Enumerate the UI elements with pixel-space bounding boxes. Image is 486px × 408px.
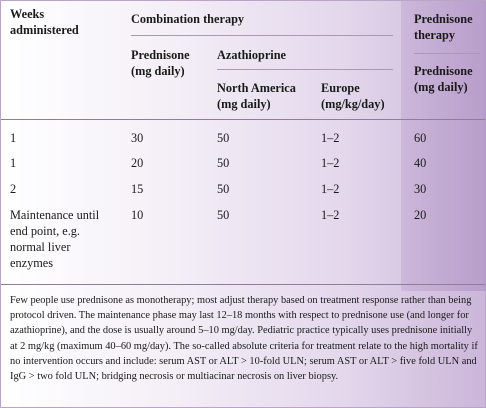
cell-north-america: 50	[217, 156, 230, 170]
header-mono-prednisone-line1: Prednisone	[414, 64, 473, 78]
header-prednisone-therapy-line1: Prednisone	[414, 12, 473, 26]
cell-europe: 1–2	[321, 131, 340, 145]
rule-table-bottom	[1, 284, 485, 285]
cell-weeks: 2	[10, 182, 17, 196]
cell-combo-prednisone: 30	[131, 131, 144, 145]
rule-under-combination	[131, 35, 393, 36]
cell-weeks-line4: enzymes	[10, 256, 54, 270]
rule-header-bottom	[1, 119, 485, 120]
cell-weeks-line2: end point, e.g.	[10, 224, 81, 238]
cell-mono-prednisone: 60	[414, 131, 427, 145]
cell-north-america: 50	[217, 131, 230, 145]
table-footnote: Few people use prednisone as monotherapy…	[10, 293, 480, 384]
rule-under-prednisone-therapy	[414, 53, 480, 54]
cell-combo-prednisone: 20	[131, 156, 144, 170]
cell-weeks-line1: Maintenance until	[10, 208, 100, 222]
cell-europe: 1–2	[321, 208, 340, 222]
header-combo-prednisone-line2: (mg daily)	[131, 64, 185, 78]
header-weeks-line1: Weeks	[10, 7, 45, 21]
header-combo-prednisone-line1: Prednisone	[131, 48, 190, 62]
cell-mono-prednisone: 30	[414, 182, 427, 196]
cell-weeks-line3: normal liver	[10, 240, 71, 254]
header-azathioprine: Azathioprine	[217, 48, 286, 62]
cell-north-america: 50	[217, 208, 230, 222]
header-europe-line1: Europe	[321, 81, 360, 95]
header-europe-line2: (mg/kg/day)	[321, 97, 385, 111]
header-north-america-line1: North America	[217, 81, 296, 95]
header-prednisone-therapy-line2: therapy	[414, 28, 455, 42]
cell-north-america: 50	[217, 182, 230, 196]
cell-weeks: 1	[10, 131, 17, 145]
header-weeks-line2: administered	[10, 23, 79, 37]
cell-mono-prednisone: 40	[414, 156, 427, 170]
cell-europe: 1–2	[321, 156, 340, 170]
cell-combo-prednisone: 15	[131, 182, 144, 196]
header-north-america-line2: (mg daily)	[217, 97, 271, 111]
footnote-text: Few people use prednisone as monotherapy…	[10, 295, 478, 383]
cell-combo-prednisone: 10	[131, 208, 144, 222]
cell-weeks: 1	[10, 156, 17, 170]
cell-europe: 1–2	[321, 182, 340, 196]
cell-mono-prednisone: 20	[414, 208, 427, 222]
prednisone-therapy-column-shading	[401, 1, 486, 291]
header-combination-therapy: Combination therapy	[131, 12, 245, 26]
rule-under-azathioprine	[217, 69, 393, 70]
header-mono-prednisone-line2: (mg daily)	[414, 80, 468, 94]
